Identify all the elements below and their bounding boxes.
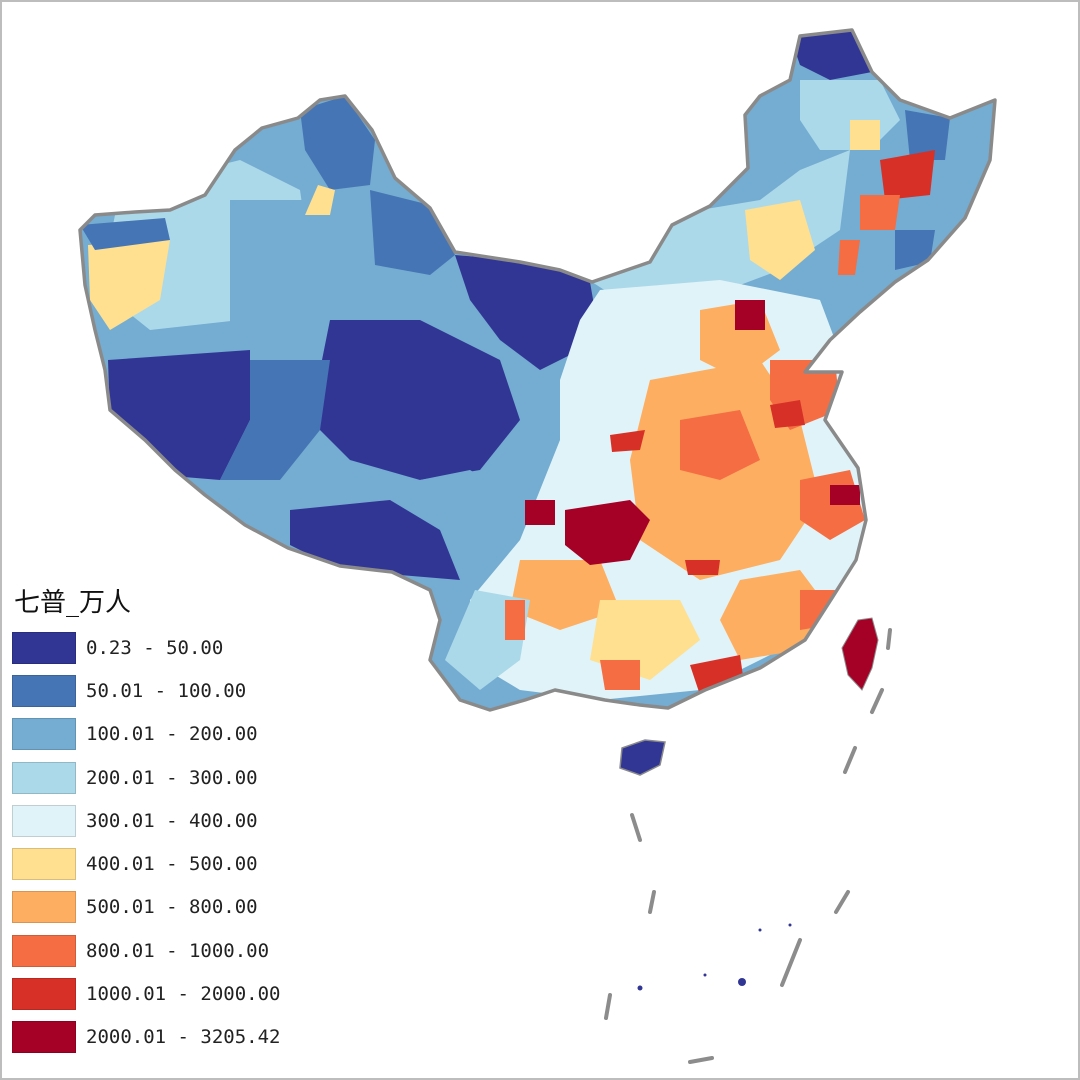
map-legend: 七普_万人 0.23 - 50.00 50.01 - 100.00 100.01 -… [12,586,312,1059]
dash-segment [870,688,884,714]
legend-item: 50.01 - 100.00 [12,669,312,712]
legend-label: 800.01 - 1000.00 [86,939,270,962]
legend-items: 0.23 - 50.00 50.01 - 100.00 100.01 - 200.0… [12,626,312,1059]
dash-segment [834,890,850,914]
legend-label: 1000.01 - 2000.00 [86,983,281,1006]
legend-item: 200.01 - 300.00 [12,756,312,799]
legend-label: 50.01 - 100.00 [86,679,247,702]
region-linyi [770,400,805,428]
legend-label: 2000.01 - 3205.42 [86,1026,281,1049]
nine-dash-line [604,628,892,1064]
legend-label: 100.01 - 200.00 [86,723,258,746]
region-tonghua [895,230,935,270]
region-qinghai-haixi [310,320,520,480]
region-daxinganling [790,30,872,80]
island [738,978,746,986]
region-chongqing [565,500,650,565]
region-shenyang [838,240,860,275]
region-nanning [600,660,640,690]
legend-swatch [12,804,76,837]
region-changsha [685,560,720,575]
legend-item: 1000.01 - 2000.00 [12,972,312,1015]
island [637,985,643,991]
legend-swatch [12,631,76,664]
region-yichun [905,110,950,160]
region-chengdu [525,500,555,525]
dash-segment [630,813,642,842]
region-liangshan [505,600,525,640]
legend-swatch [12,761,76,794]
dash-segment [688,1056,714,1064]
region-henan [680,410,760,480]
region-xian [610,430,645,452]
region-wenzhou [800,590,835,630]
dash-segment [886,628,892,650]
legend-item: 100.01 - 200.00 [12,713,312,756]
legend-item: 500.01 - 800.00 [12,886,312,929]
legend-item: 2000.01 - 3205.42 [12,1016,312,1059]
legend-swatch [12,1021,76,1054]
region-qiqihar [850,120,880,150]
dash-segment [780,938,802,987]
region-kizilsu [80,218,170,250]
legend-swatch [12,891,76,924]
region-kashgar [88,240,170,330]
island [788,923,792,927]
island [758,928,762,932]
legend-label: 400.01 - 500.00 [86,853,258,876]
dash-segment [648,890,656,914]
region-hainan [619,739,666,776]
legend-swatch [12,848,76,881]
region-harbin [880,150,935,200]
region-nyingchi-chamdo [290,500,460,580]
region-altay [300,96,375,190]
region-ganzi [420,470,520,560]
region-xinjiang-central [230,200,340,330]
region-sichuan-south [510,560,620,630]
legend-item: 0.23 - 50.00 [12,626,312,669]
legend-title: 七普_万人 [14,588,132,618]
region-alxa [455,255,600,370]
region-hami [370,190,455,275]
region-shanghai [830,485,860,505]
region-nagqu [220,360,330,480]
legend-item: 300.01 - 400.00 [12,799,312,842]
south-china-sea-islands [637,923,792,991]
region-taiwan [841,617,879,691]
legend-label: 200.01 - 300.00 [86,766,258,789]
island [703,973,707,977]
legend-item: 800.01 - 1000.00 [12,929,312,972]
region-beijing [735,300,765,330]
legend-label: 500.01 - 800.00 [86,896,258,919]
region-changchun [860,195,900,230]
region-chifeng [745,200,815,280]
legend-swatch [12,718,76,751]
legend-label: 300.01 - 400.00 [86,809,258,832]
region-urumqi [305,185,335,215]
legend-item: 400.01 - 500.00 [12,842,312,885]
legend-swatch [12,934,76,967]
region-ngari [108,350,250,480]
legend-swatch [12,674,76,707]
dash-segment [843,746,857,774]
legend-label: 0.23 - 50.00 [86,636,224,659]
legend-swatch [12,978,76,1011]
dash-segment [604,993,612,1020]
